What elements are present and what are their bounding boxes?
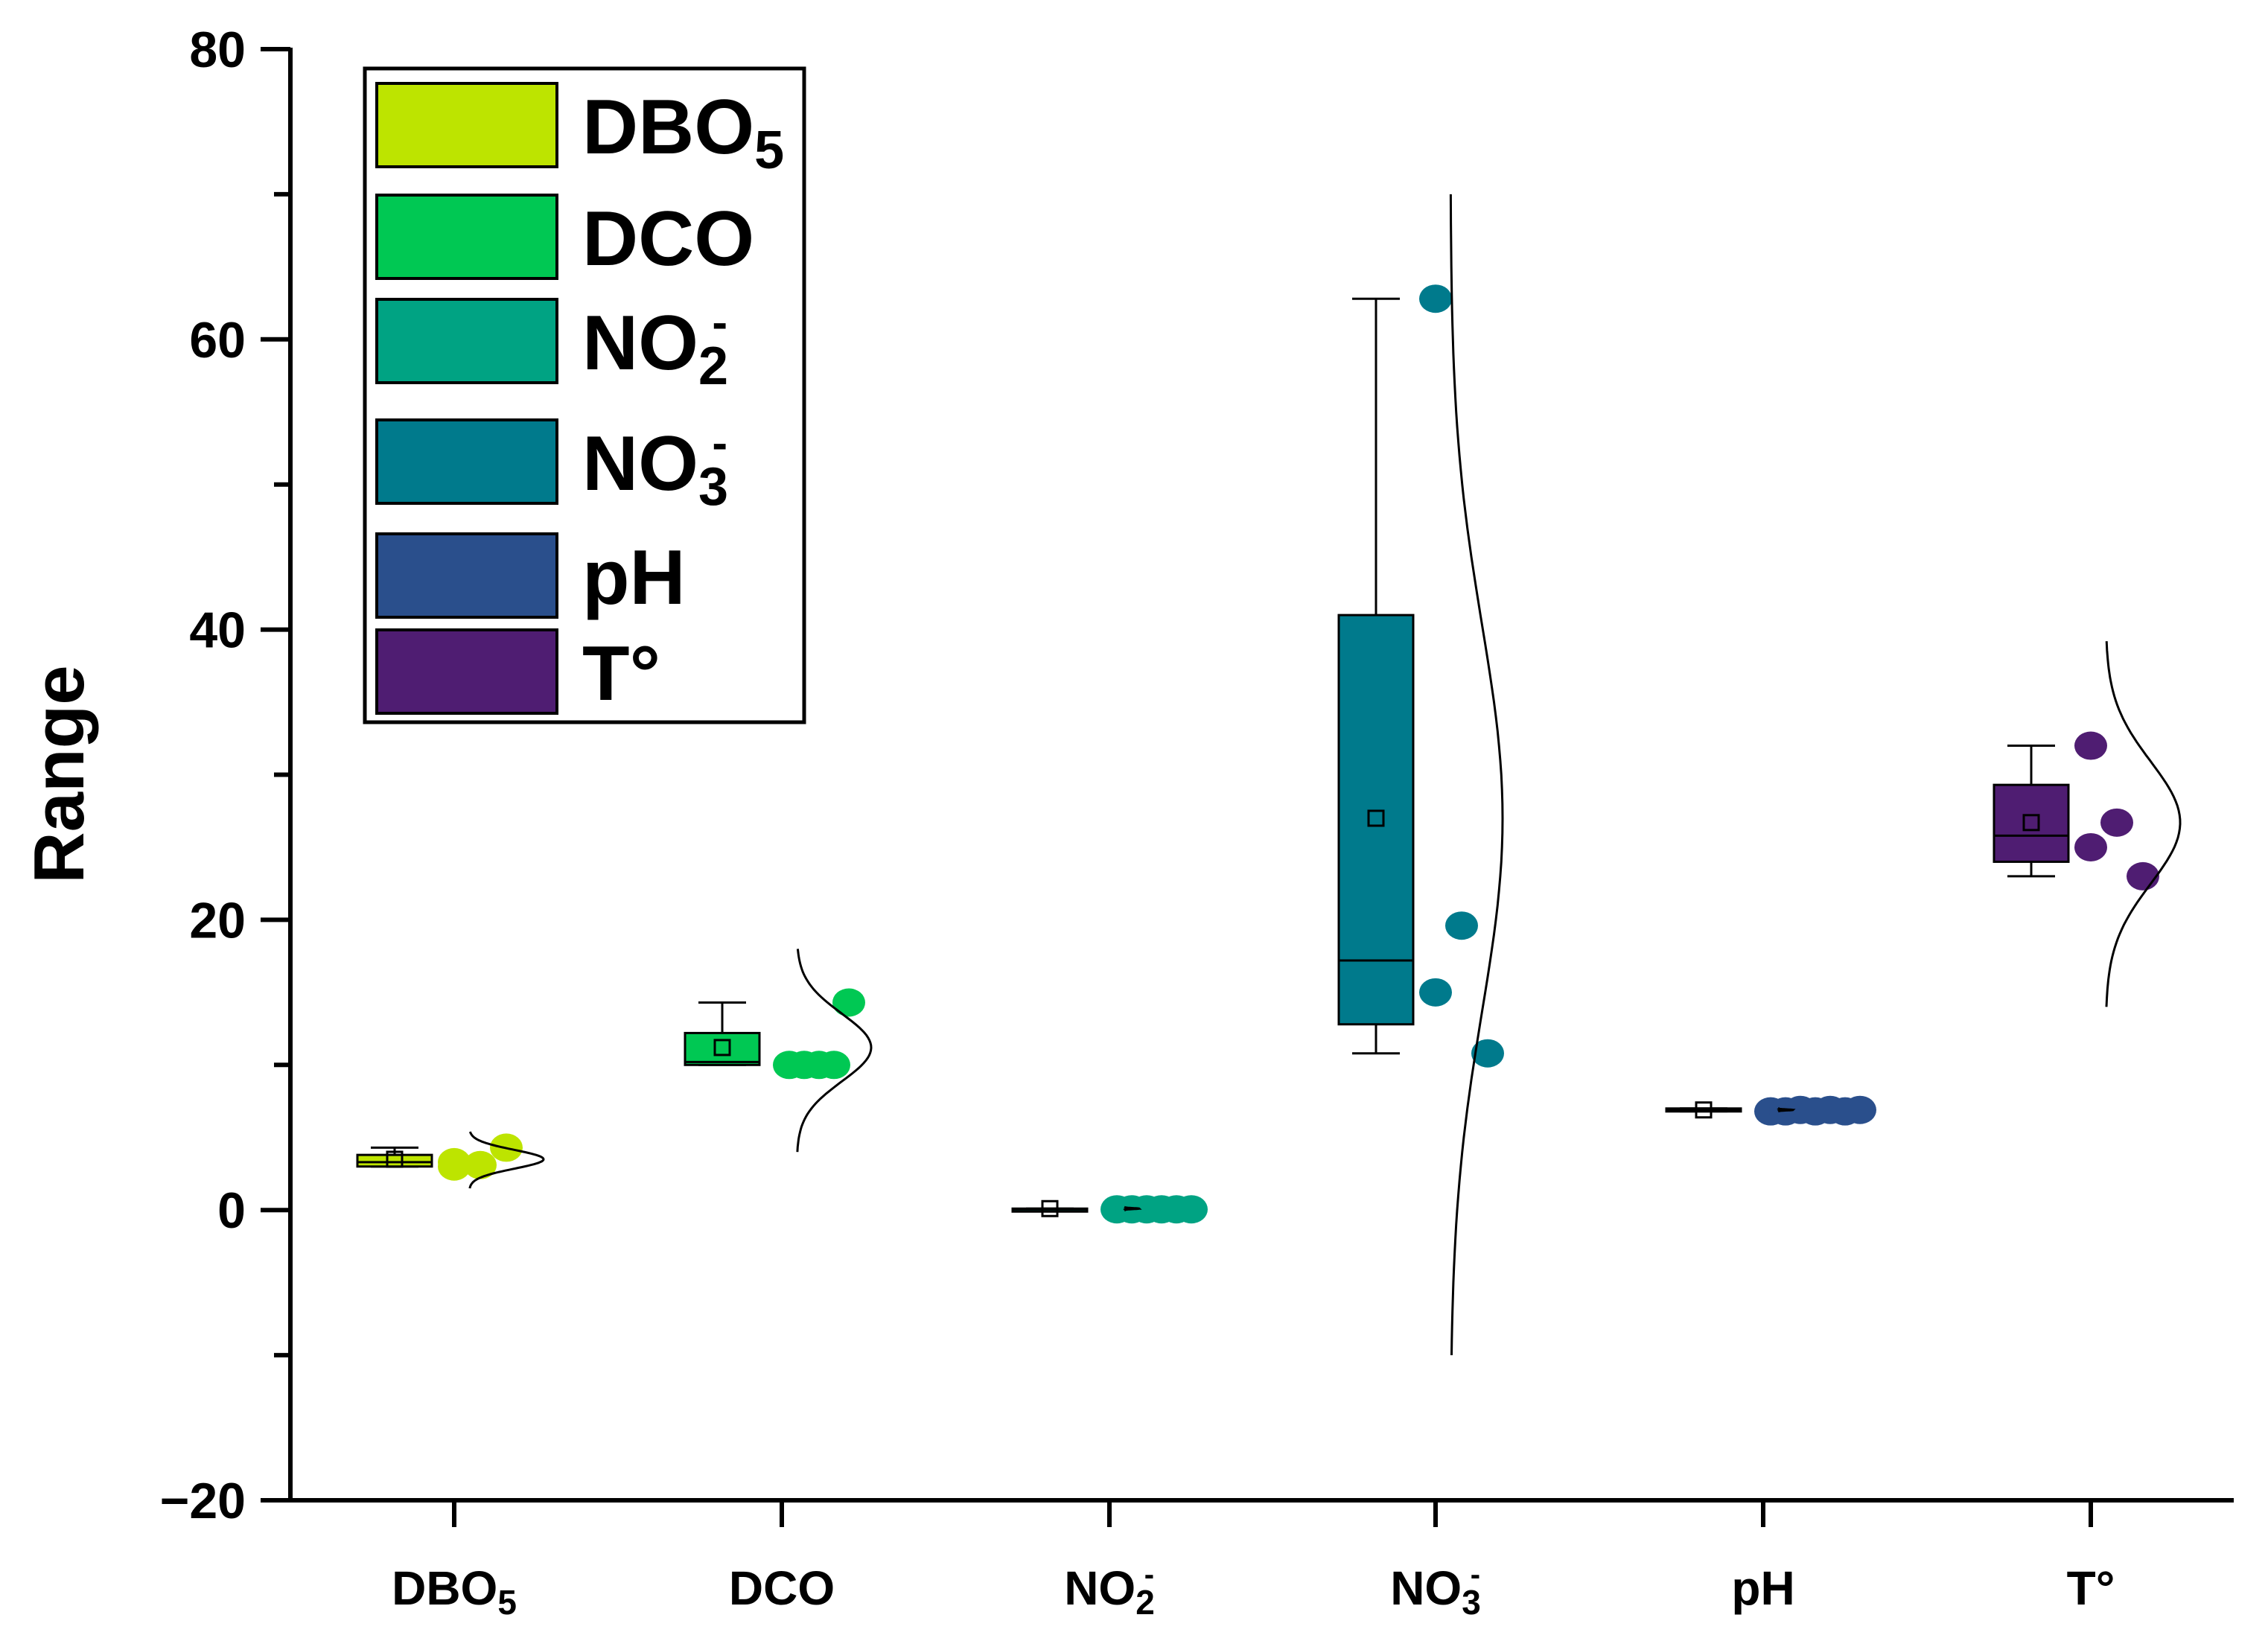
mean-marker: [1041, 1199, 1059, 1217]
data-point: [2074, 832, 2107, 861]
y-tick-label: 60: [189, 312, 246, 369]
box-series: [356, 194, 2182, 1356]
data-point: [1419, 978, 1452, 1007]
legend-label: NO2-: [582, 297, 728, 396]
legend-swatch: [375, 194, 558, 280]
x-tick-label: T°: [2067, 1561, 2115, 1615]
mean-marker: [1695, 1101, 1713, 1119]
box: [684, 1031, 761, 1066]
distribution-curve: [1449, 194, 1504, 1356]
data-point: [1844, 1095, 1876, 1124]
data-point: [818, 1051, 850, 1080]
x-tick-label: NO2-: [1064, 1558, 1155, 1622]
data-point: [1419, 284, 1452, 313]
distribution-curve: [1123, 1205, 1142, 1211]
data-point: [1175, 1195, 1208, 1224]
data-point: [2127, 861, 2159, 890]
axes: −20 0 20 40 60 80 Range DBO5 DCO NO2- NO3- pH T°: [19, 22, 2234, 1622]
distribution-curve: [796, 949, 873, 1153]
legend-label: T°: [582, 631, 660, 717]
distribution-curve: [2105, 641, 2182, 1007]
y-tick-label: 0: [217, 1182, 246, 1239]
x-tick-label: NO3-: [1390, 1558, 1481, 1622]
data-point: [832, 988, 865, 1017]
legend-label: pH: [582, 535, 686, 621]
mean-marker: [386, 1150, 404, 1168]
data-point: [2074, 731, 2107, 760]
legend-swatch: [375, 628, 558, 715]
y-tick-label: 80: [189, 22, 246, 78]
box: [356, 1153, 433, 1168]
legend-swatch: [375, 418, 558, 505]
legend: DBO5 DCO NO2- NO3- pH T°: [363, 66, 806, 724]
x-tick-label: DBO5: [392, 1561, 517, 1622]
mean-marker: [2022, 814, 2040, 832]
box: [1993, 783, 2070, 863]
legend-swatch: [375, 298, 558, 384]
legend-label: DBO5: [582, 84, 784, 180]
box-group: [356, 1131, 545, 1189]
y-axis-title: Range: [19, 665, 99, 883]
legend-label: DCO: [582, 196, 754, 282]
y-tick-label: 20: [189, 892, 246, 949]
mean-marker: [713, 1039, 731, 1057]
legend-swatch: [375, 82, 558, 168]
box-group: [1665, 1095, 1876, 1126]
x-tick-label: pH: [1731, 1561, 1794, 1615]
data-point: [2100, 808, 2133, 837]
distribution-curve: [468, 1131, 545, 1189]
legend-swatch: [375, 532, 558, 619]
y-tick-label: 40: [189, 602, 246, 659]
data-point: [464, 1150, 497, 1179]
box-group: [684, 949, 873, 1153]
data-point: [1471, 1039, 1504, 1068]
y-tick-label: −20: [160, 1473, 246, 1529]
mean-marker: [1367, 809, 1385, 827]
distribution-curve: [1777, 1107, 1796, 1112]
box-group: [1011, 1195, 1208, 1224]
x-tick-label: DCO: [729, 1561, 835, 1615]
data-point: [438, 1147, 471, 1176]
box: [1337, 614, 1415, 1026]
data-point: [1445, 911, 1478, 940]
legend-label: NO3-: [582, 418, 728, 517]
box-group: [1993, 641, 2182, 1007]
box-group: [1337, 194, 1504, 1356]
